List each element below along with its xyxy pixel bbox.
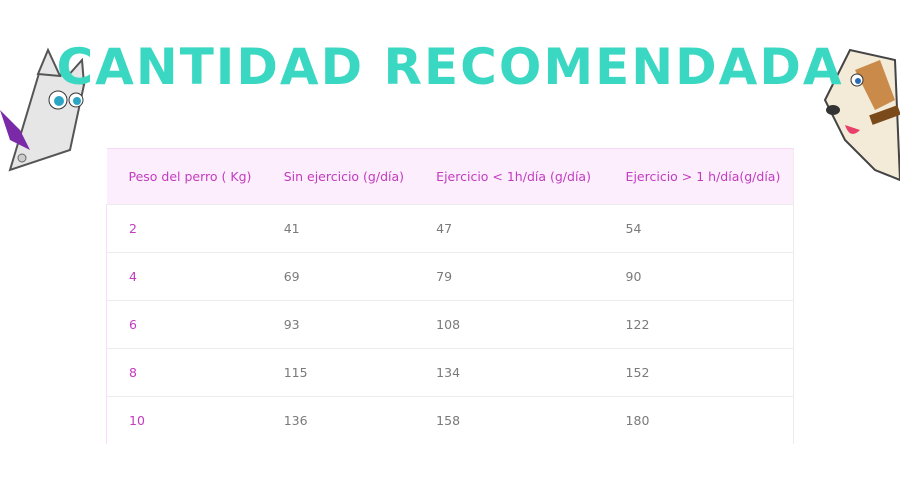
table-cell: 122 bbox=[603, 300, 794, 349]
table-row: 6 93 108 122 bbox=[105, 300, 794, 349]
header-cell: Sin ejercicio (g/día) bbox=[261, 148, 415, 205]
header-cell: Peso del perro ( Kg) bbox=[106, 148, 262, 205]
table: Peso del perro ( Kg) Sin ejercicio (g/día… bbox=[105, 148, 794, 444]
table-cell: 79 bbox=[414, 252, 604, 301]
header-row: Peso del perro ( Kg) Sin ejercicio (g/día… bbox=[106, 148, 794, 205]
table-row: 10 136 158 180 bbox=[105, 396, 794, 444]
table-row: 8 115 134 152 bbox=[105, 348, 794, 397]
table-cell: 10 bbox=[105, 396, 262, 444]
table-cell: 90 bbox=[603, 252, 794, 301]
table-cell: 115 bbox=[261, 348, 415, 397]
table-cell: 41 bbox=[261, 204, 415, 253]
table-cell: 4 bbox=[105, 252, 262, 301]
dog-illustration bbox=[823, 48, 900, 182]
table-cell: 2 bbox=[105, 204, 262, 253]
table-cell: 93 bbox=[261, 300, 415, 349]
cat-illustration bbox=[0, 47, 87, 172]
header-cell: Ejercicio > 1 h/día(g/día) bbox=[603, 148, 794, 205]
table-cell: 6 bbox=[105, 300, 262, 349]
table-cell: 180 bbox=[603, 396, 794, 444]
table-cell: 158 bbox=[414, 396, 604, 444]
table-cell: 47 bbox=[414, 204, 604, 253]
table-cell: 136 bbox=[261, 396, 415, 444]
table-row: 2 41 47 54 bbox=[105, 204, 794, 253]
table-cell: 134 bbox=[414, 348, 604, 397]
header-cell: Ejercicio < 1h/día (g/día) bbox=[414, 148, 604, 205]
title: CANTIDAD RECOMENDADA bbox=[56, 38, 844, 96]
table-cell: 69 bbox=[261, 252, 415, 301]
table-cell: 152 bbox=[603, 348, 794, 397]
table-cell: 8 bbox=[105, 348, 262, 397]
table-row: 4 69 79 90 bbox=[105, 252, 794, 301]
table-cell: 108 bbox=[414, 300, 604, 349]
table-cell: 54 bbox=[603, 204, 794, 253]
